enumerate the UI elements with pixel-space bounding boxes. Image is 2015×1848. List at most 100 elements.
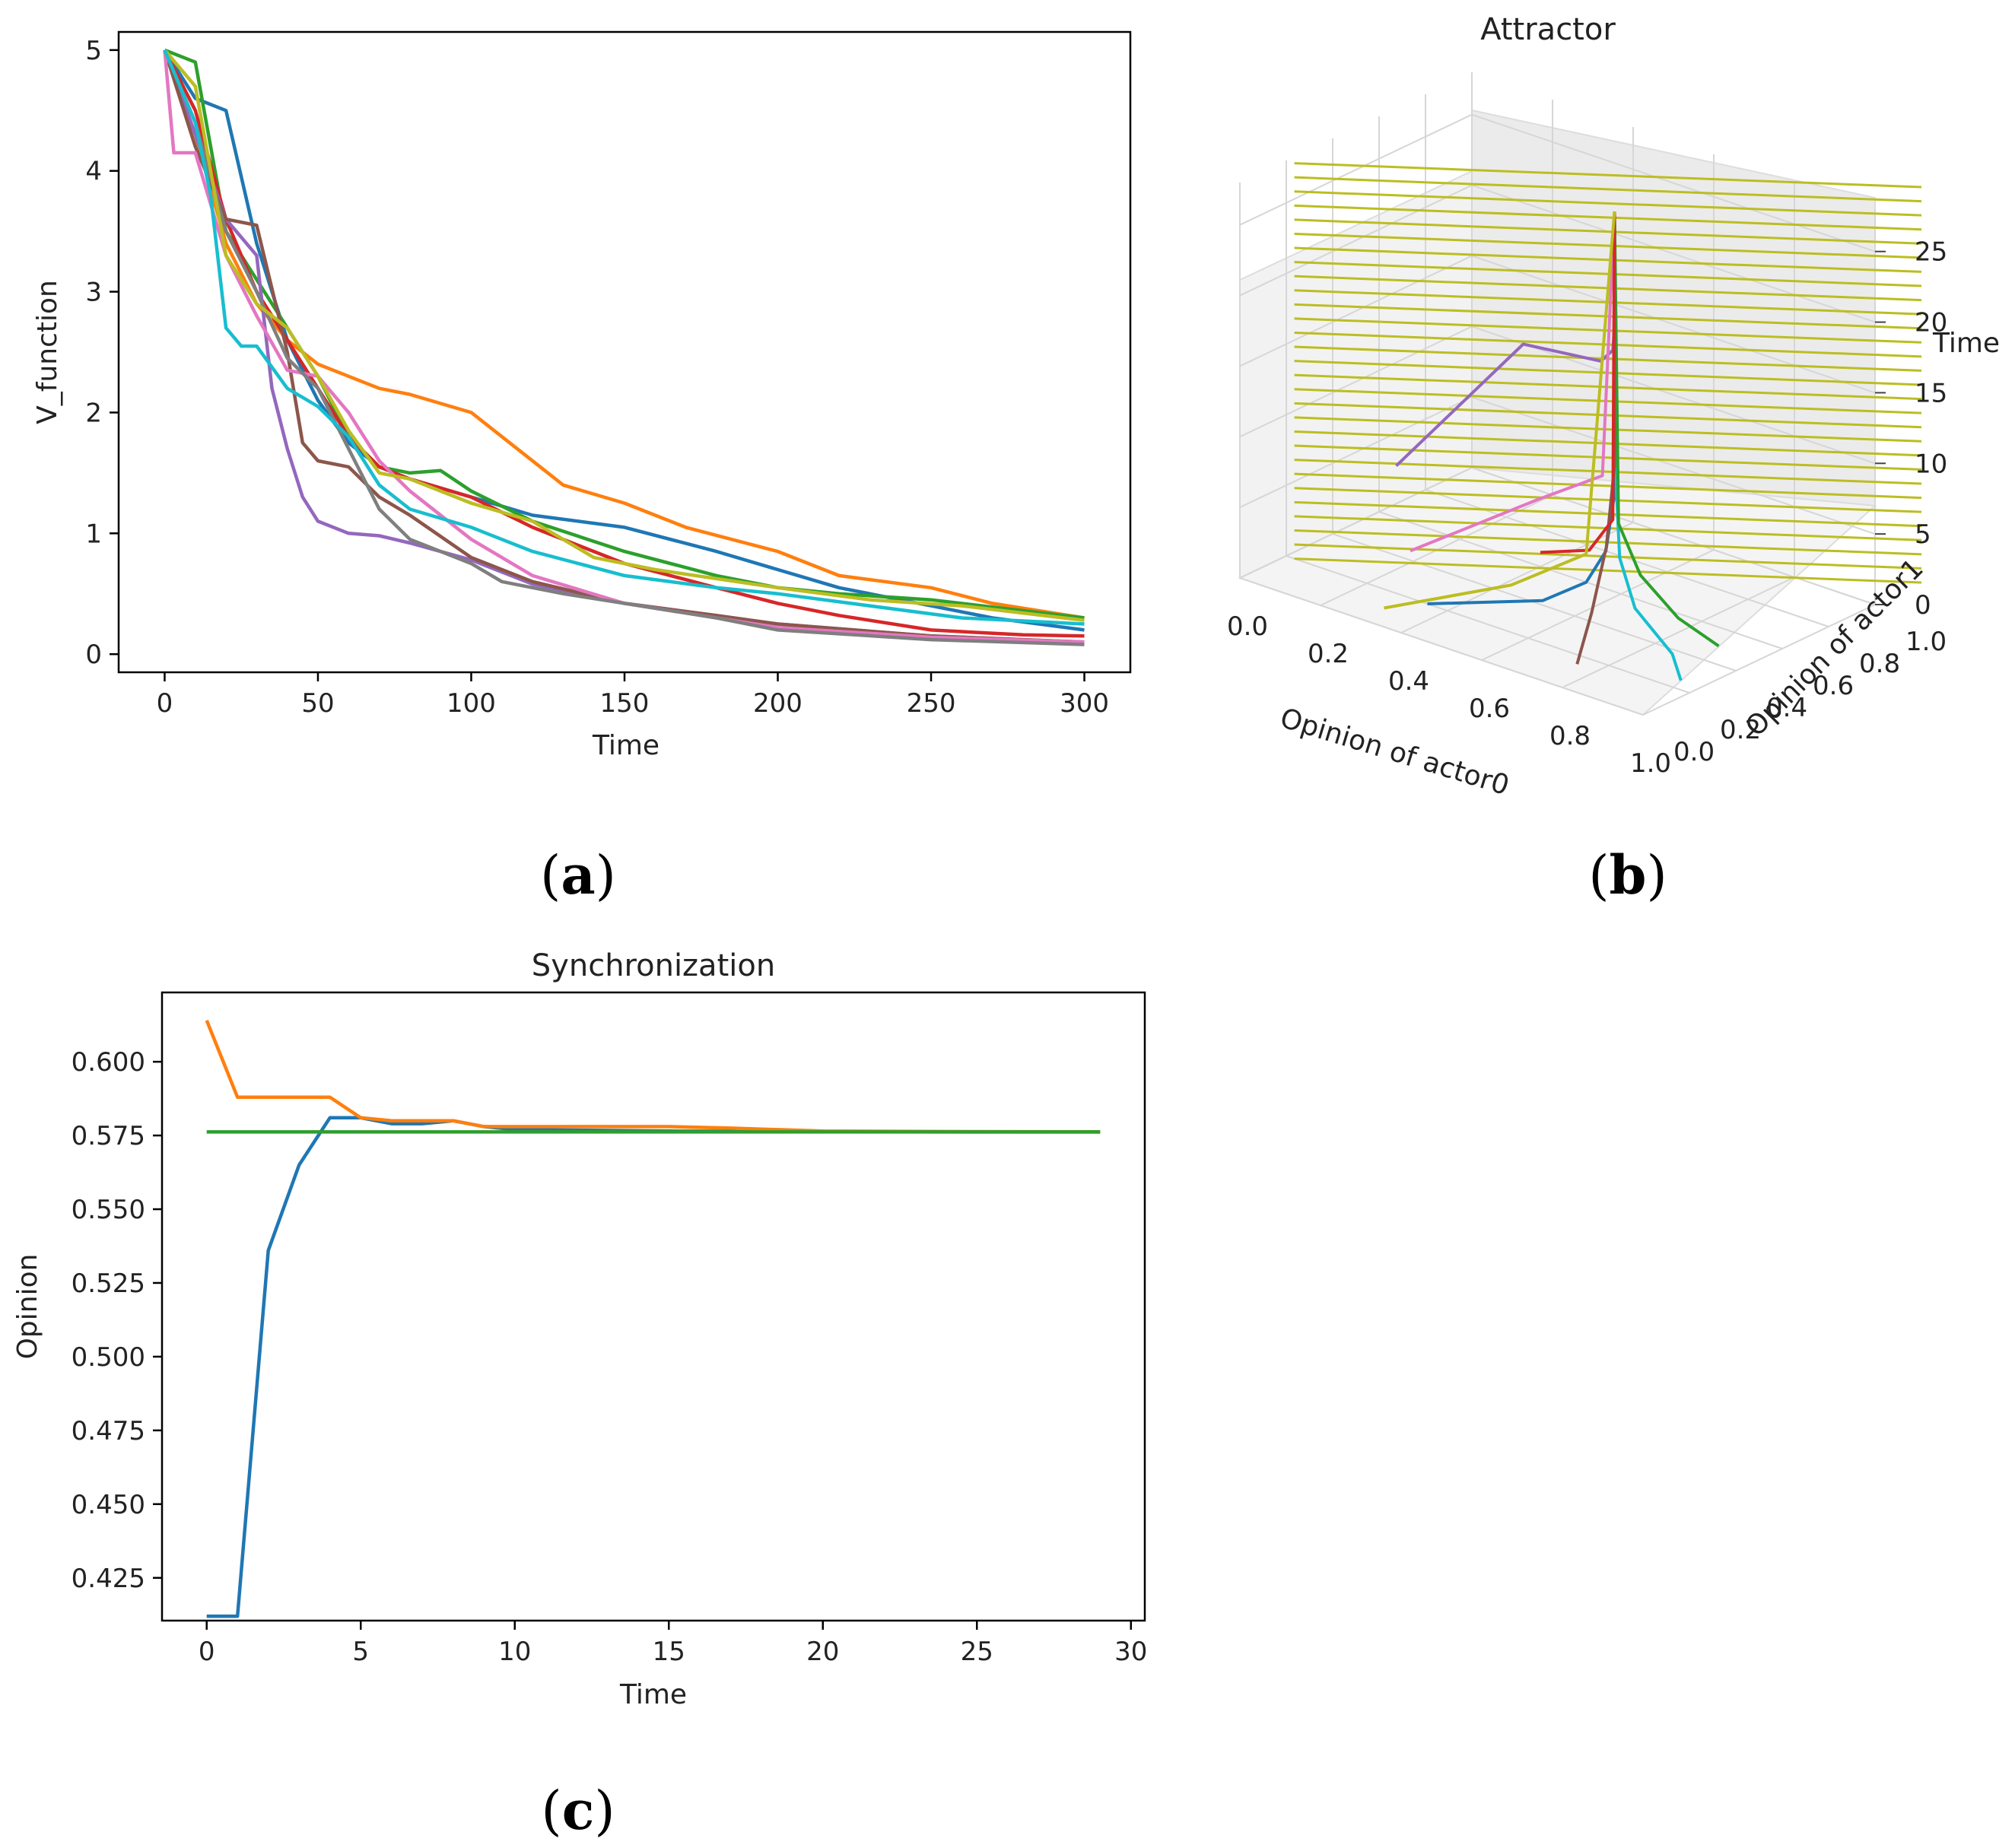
series-line-run6 <box>163 49 1085 644</box>
grid-line <box>1481 549 1715 661</box>
panel-a-ylabel: V_function <box>32 280 63 424</box>
trajectory-traj6 <box>1540 211 1616 554</box>
grid-line <box>1239 184 1473 297</box>
y3d-tick-label: 0.2 <box>1720 715 1761 745</box>
trajectory-traj3 <box>1613 211 1720 648</box>
ytick-label: 0.500 <box>72 1342 145 1373</box>
grid-line <box>1239 113 1473 226</box>
plane-line <box>1294 430 1922 457</box>
panel-a-label: (a) <box>540 843 616 907</box>
xtick-label: 10 <box>498 1637 531 1667</box>
series-line-run5 <box>163 49 1085 644</box>
z3d-tick-label: 10 <box>1915 449 1947 479</box>
grid-line <box>1471 184 1876 323</box>
xtick-label: 300 <box>1060 688 1109 719</box>
plane-line <box>1294 487 1922 513</box>
z3d-tick-label: 0 <box>1915 590 1931 621</box>
grid-line <box>1239 577 1644 716</box>
panel-b-ticks: 0.00.20.40.60.81.0 0.00.20.40.60.81.00510… <box>1227 237 1947 779</box>
xtick-label: 15 <box>653 1637 685 1667</box>
grid-line <box>1471 325 1876 465</box>
x3d-tick-label: 0.8 <box>1549 721 1591 751</box>
panel-a-ticks: 0 50 100 150 200 250 300 0 1 2 3 4 5 <box>85 36 1109 719</box>
grid-line <box>1471 396 1876 535</box>
plane-line <box>1294 472 1922 500</box>
panel-a-series <box>163 48 1085 646</box>
ytick-label: 2 <box>85 398 102 428</box>
plane-line <box>1294 444 1922 471</box>
panel-c-series <box>205 1019 1101 1618</box>
panel-c-ylabel: Opinion <box>12 1254 43 1360</box>
series-line-run4 <box>163 49 1085 644</box>
x3d-tick-label: 0.2 <box>1308 639 1349 669</box>
plane-line <box>1294 232 1922 259</box>
ytick-label: 5 <box>85 36 102 66</box>
panel-b: 0.00.20.40.60.81.0 0.00.20.40.60.81.00510… <box>1227 12 2000 907</box>
grid-line <box>1239 325 1473 438</box>
trajectory-traj7 <box>1384 211 1616 610</box>
panel-b-trajectories <box>1384 211 1720 681</box>
plane-line <box>1294 557 1922 584</box>
panel-c: 0 5 10 15 20 25 30 0.425 0.450 0.475 0.500 0.525 0.5… <box>12 948 1147 1842</box>
ytick-label: 0.600 <box>72 1047 145 1078</box>
panel-c-label: (c) <box>541 1779 615 1842</box>
xtick-label: 0 <box>157 688 173 719</box>
panel-b-zlabel: Time <box>1932 328 2000 359</box>
x3d-tick-label: 0.4 <box>1388 666 1429 697</box>
xtick-label: 30 <box>1114 1637 1147 1667</box>
plane-line <box>1294 162 1922 189</box>
grid-line <box>1471 467 1876 605</box>
panel-c-ticks: 0 5 10 15 20 25 30 0.425 0.450 0.475 0.500 0.525 0.5… <box>72 1047 1148 1667</box>
grid-line <box>1239 255 1473 367</box>
x3d-tick-label: 0.6 <box>1469 694 1510 724</box>
panel-b-label: (b) <box>1588 843 1667 907</box>
y3d-tick-label: 0.0 <box>1673 737 1715 767</box>
xtick-label: 150 <box>600 688 650 719</box>
plane-line <box>1294 402 1922 429</box>
ytick-label: 1 <box>85 519 102 549</box>
z3d-tick-label: 5 <box>1915 519 1931 550</box>
panel-c-letter: c <box>562 1779 595 1842</box>
panel-a: 0 50 100 150 200 250 300 0 1 2 3 4 5 Time V_function… <box>32 30 1132 907</box>
plane-line <box>1294 190 1922 217</box>
plane-line <box>1294 388 1922 414</box>
panel-c-xlabel: Time <box>619 1679 687 1710</box>
plane-line <box>1294 176 1922 203</box>
ytick-label: 0.425 <box>72 1564 145 1594</box>
grid-line <box>1239 396 1473 509</box>
series-line-run2 <box>164 48 1085 620</box>
y3d-tick-label: 0.4 <box>1766 693 1807 723</box>
plane-line <box>1294 543 1922 570</box>
series-line-run1 <box>163 49 1085 620</box>
panel-a-letter: a <box>561 843 595 907</box>
y3d-tick-label: 1.0 <box>1905 627 1947 657</box>
grid-line <box>1239 467 1473 579</box>
grid-line <box>1471 113 1876 252</box>
xtick-label: 25 <box>961 1637 993 1667</box>
x3d-tick-label: 1.0 <box>1630 748 1671 779</box>
xtick-label: 100 <box>447 688 496 719</box>
plane-line <box>1294 246 1922 273</box>
y3d-tick-label: 0.8 <box>1859 649 1900 679</box>
series-line-run0 <box>163 49 1085 632</box>
ytick-label: 4 <box>85 157 102 187</box>
ytick-label: 0.575 <box>72 1121 145 1151</box>
grid-line <box>1562 576 1795 688</box>
ytick-label: 0.525 <box>72 1269 145 1299</box>
panel-c-title: Synchronization <box>532 948 775 983</box>
ytick-label: 0 <box>85 640 102 670</box>
plane-line <box>1294 500 1922 528</box>
trajectory-traj4 <box>1410 211 1616 553</box>
series-line-run8 <box>163 49 1085 622</box>
ytick-label: 0.550 <box>72 1195 145 1225</box>
plane-line <box>1294 204 1922 231</box>
series-line-actor1 <box>205 1019 1101 1134</box>
xtick-label: 0 <box>199 1637 215 1667</box>
ytick-label: 3 <box>85 278 102 308</box>
z3d-tick-label: 15 <box>1915 378 1947 408</box>
x3d-tick-label: 0.0 <box>1227 611 1268 642</box>
xtick-label: 20 <box>806 1637 839 1667</box>
grid-line <box>1286 555 1690 694</box>
z3d-tick-label: 20 <box>1915 308 1947 338</box>
series-line-run9 <box>163 49 1085 626</box>
